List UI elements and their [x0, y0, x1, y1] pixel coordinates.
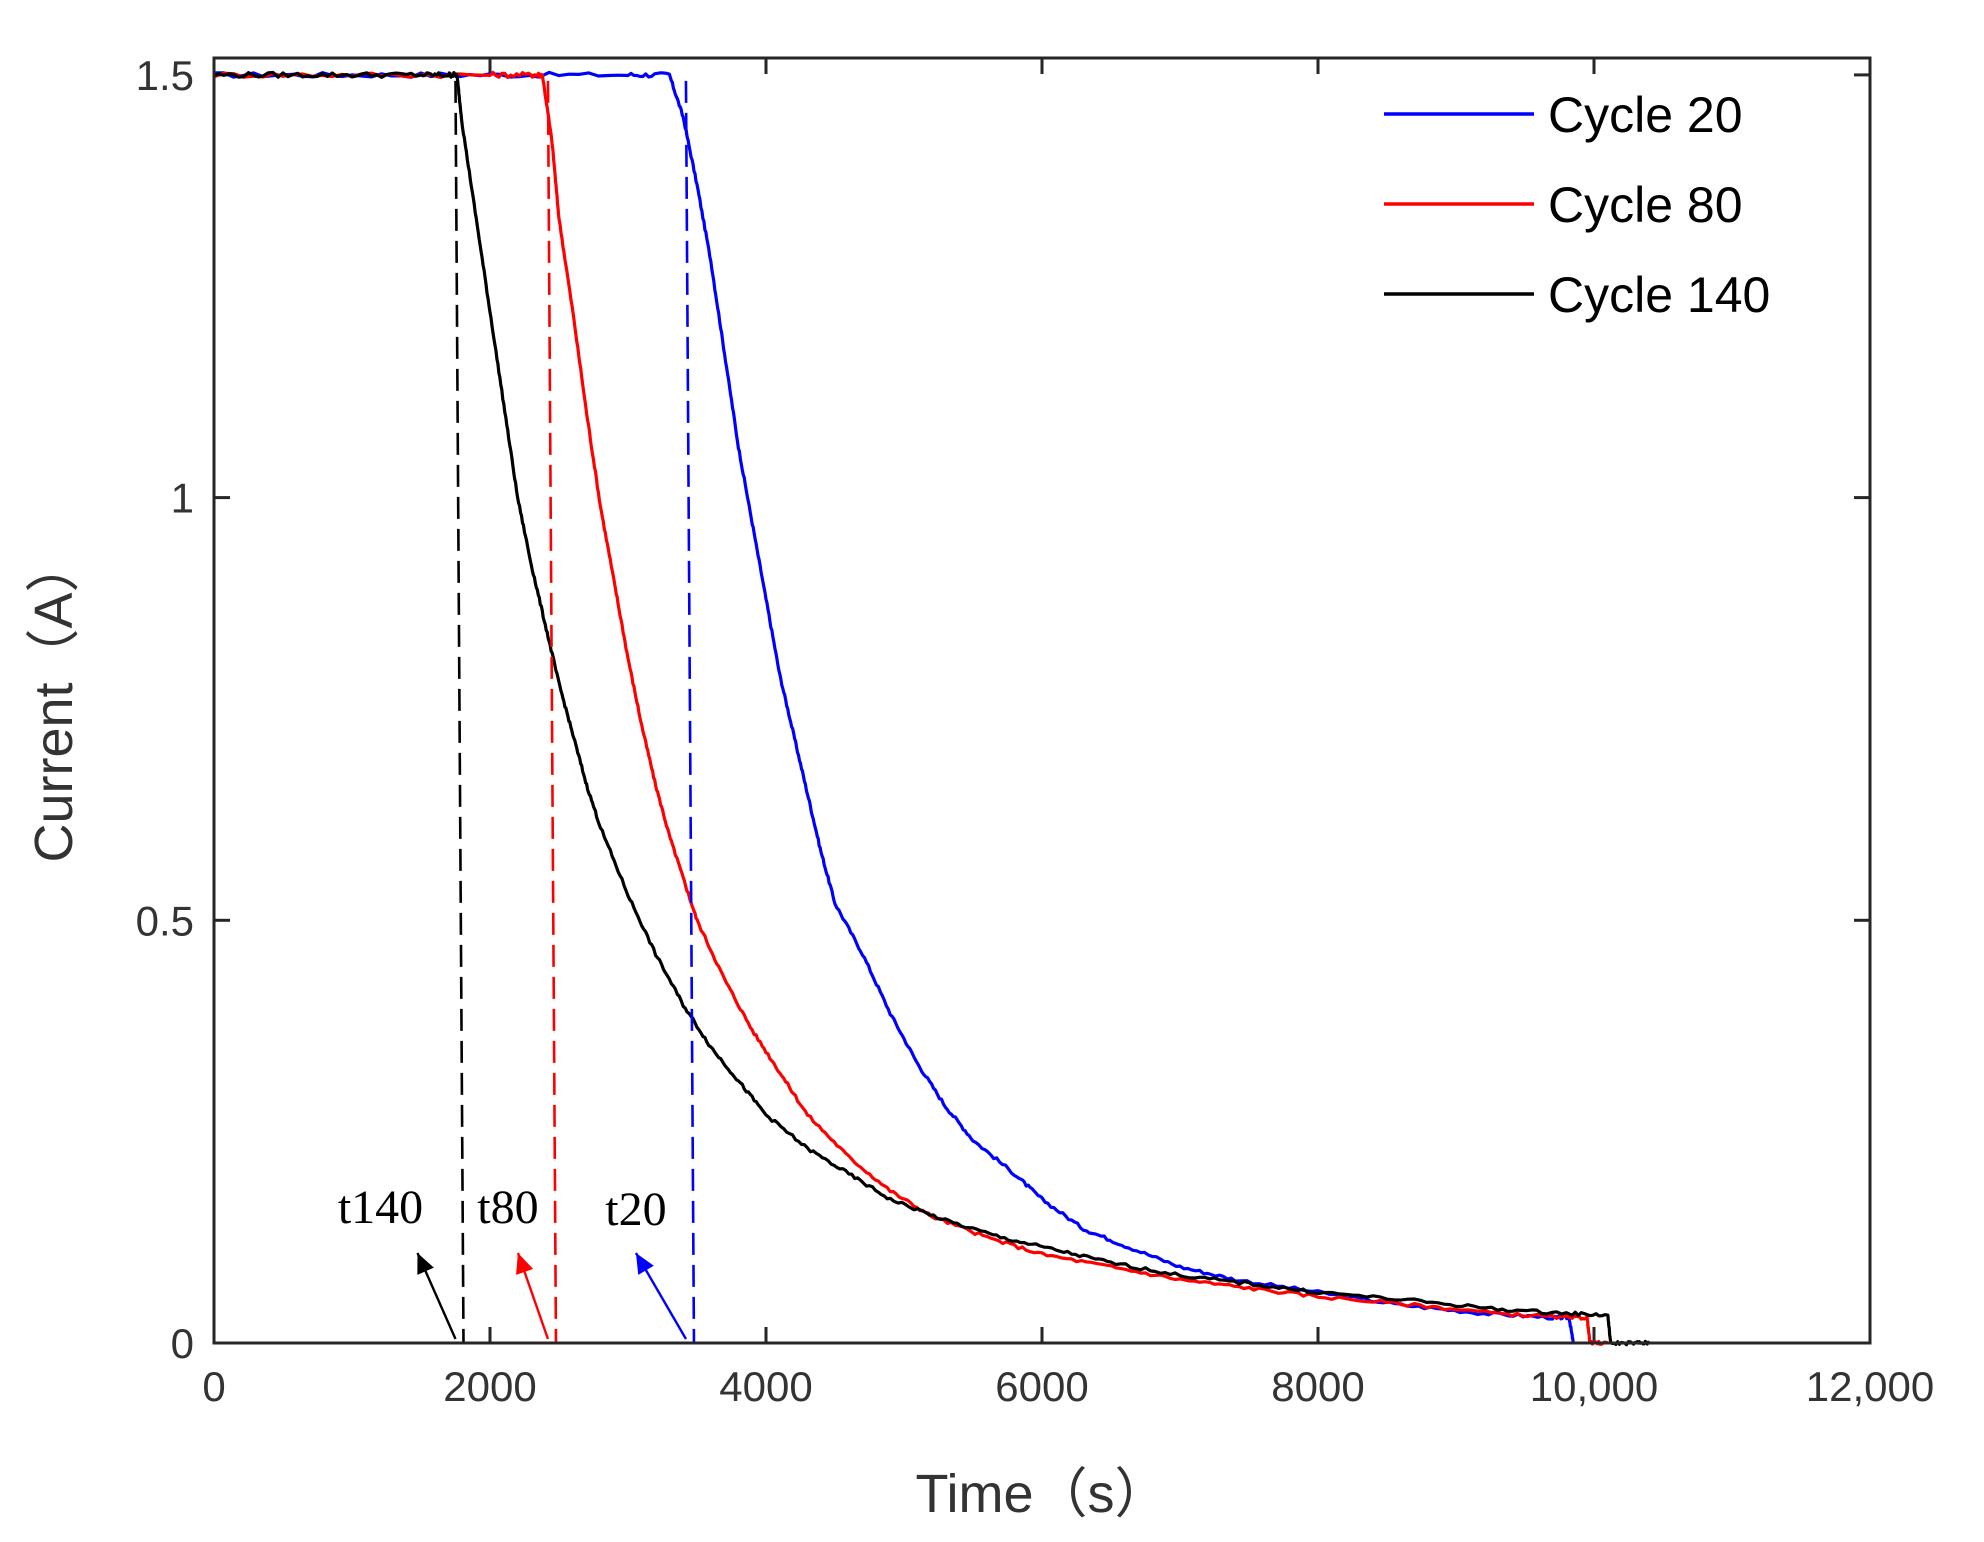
plot-frame — [212, 56, 1872, 1345]
x-tick-label: 6000 — [995, 1363, 1088, 1410]
marker-dashed-line — [684, 80, 696, 1344]
marker-arrow-head — [516, 1253, 534, 1275]
marker-dashed-line — [454, 80, 465, 1344]
y-tick-label: 0.5 — [136, 897, 194, 944]
legend-label: Cycle 20 — [1548, 87, 1743, 143]
x-tick-label: 12,000 — [1806, 1363, 1934, 1410]
marker-label: t80 — [477, 1181, 538, 1234]
marker-label: t20 — [605, 1183, 666, 1236]
x-tick-label: 2000 — [443, 1363, 536, 1410]
threshold-markers: t140 t80 t20 — [338, 80, 696, 1344]
legend-label: Cycle 140 — [1548, 267, 1770, 323]
y-axis-title: Current（A） — [24, 538, 84, 862]
x-axis-title: Time（s） — [916, 1464, 1169, 1524]
x-tick-label: 4000 — [719, 1363, 812, 1410]
legend-label: Cycle 80 — [1548, 177, 1743, 233]
axis-ticks: 0 2000 4000 6000 8000 10,000 12,000 0 0.5 1 1.5 — [136, 52, 1935, 1410]
series-line-cycle-140 — [213, 70, 1651, 1347]
series-line-cycle-80 — [213, 70, 1609, 1346]
marker-arrow-head — [635, 1253, 654, 1275]
marker-dashed-line — [546, 80, 558, 1344]
x-tick-label: 10,000 — [1530, 1363, 1658, 1410]
marker-arrow-head — [417, 1253, 434, 1275]
x-tick-label: 0 — [202, 1363, 225, 1410]
legend: Cycle 20 Cycle 80 Cycle 140 — [1384, 87, 1770, 323]
y-tick-label: 1.5 — [136, 52, 194, 99]
y-tick-label: 1 — [171, 475, 194, 522]
x-tick-label: 8000 — [1271, 1363, 1364, 1410]
y-tick-label: 0 — [171, 1320, 194, 1367]
marker-label: t140 — [338, 1181, 423, 1234]
plot-series — [213, 70, 1651, 1347]
